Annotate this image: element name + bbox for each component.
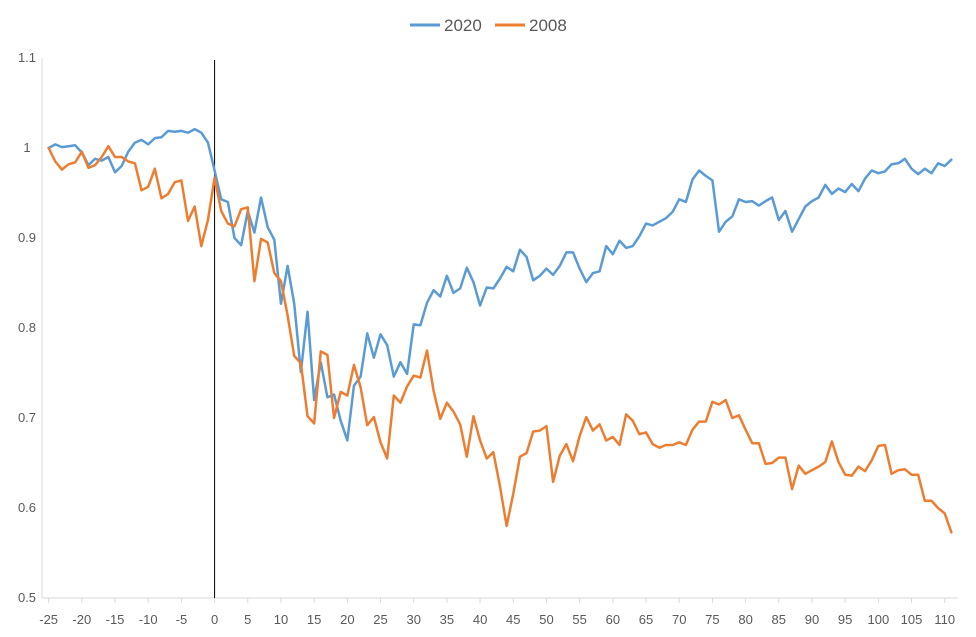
x-tick-label: 100 <box>867 612 889 627</box>
x-tick-label: 80 <box>738 612 752 627</box>
x-tick-label: -5 <box>176 612 188 627</box>
x-tick-label: -20 <box>72 612 91 627</box>
y-tick-label: 1.1 <box>18 50 36 65</box>
x-tick-label: 40 <box>473 612 487 627</box>
y-tick-label: 0.8 <box>18 320 36 335</box>
legend: 2020 2008 <box>410 16 567 35</box>
y-tick-label: 0.5 <box>18 590 36 605</box>
x-tick-label: 30 <box>406 612 420 627</box>
x-tick-label: 50 <box>539 612 553 627</box>
x-tick-label: 55 <box>572 612 586 627</box>
x-tick-label: 15 <box>307 612 321 627</box>
x-tick-label: 75 <box>705 612 719 627</box>
x-tick-label: 0 <box>211 612 218 627</box>
y-tick-label: 1 <box>23 140 30 155</box>
y-tick-label: 0.7 <box>18 410 36 425</box>
x-tick-label: 20 <box>340 612 354 627</box>
legend-label-2008: 2008 <box>529 16 567 35</box>
x-tick-label: 5 <box>244 612 251 627</box>
legend-label-2020: 2020 <box>444 16 482 35</box>
x-tick-label: 90 <box>805 612 819 627</box>
x-tick-label: -15 <box>106 612 125 627</box>
series-line-2020 <box>47 127 953 442</box>
x-tick-label: 65 <box>639 612 653 627</box>
x-tick-label: 35 <box>440 612 454 627</box>
x-tick-label: -25 <box>39 612 58 627</box>
x-tick-label: -10 <box>139 612 158 627</box>
x-tick-label: 70 <box>672 612 686 627</box>
x-tick-label: 110 <box>934 612 955 627</box>
x-tick-label: 60 <box>606 612 620 627</box>
y-tick-label: 0.6 <box>18 500 36 515</box>
x-tick-label: 105 <box>901 612 923 627</box>
x-tick-label: 85 <box>772 612 786 627</box>
series-layer <box>47 127 953 534</box>
x-tick-label: 25 <box>373 612 387 627</box>
x-tick-label: 10 <box>274 612 288 627</box>
axes: 0.5 0.6 0.7 0.8 0.9 1 1.1 -25 -20 -15 -10 -5 0 5 10 15 2… <box>18 50 958 627</box>
x-tick-label: 95 <box>838 612 852 627</box>
y-tick-label: 0.9 <box>18 230 36 245</box>
series-line-2008 <box>47 144 953 534</box>
x-tick-label: 45 <box>506 612 520 627</box>
